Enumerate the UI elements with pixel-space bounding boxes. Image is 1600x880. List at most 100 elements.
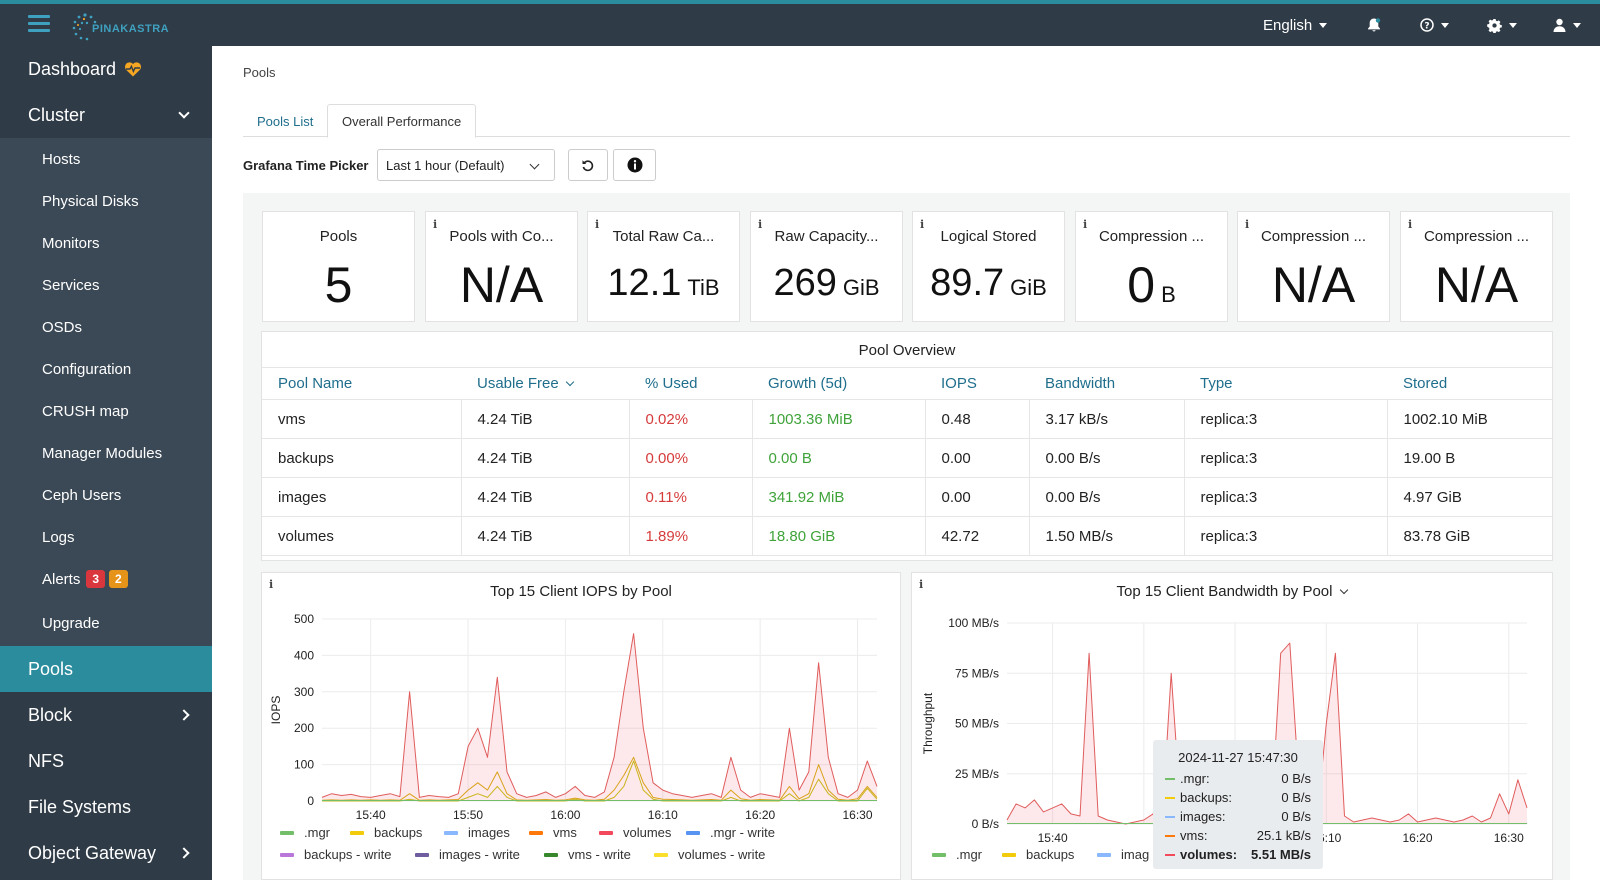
column-header[interactable]: Stored (1387, 367, 1552, 400)
sidebar-item-alerts[interactable]: Alerts 3 2 (0, 558, 212, 600)
logo-mark-icon (72, 13, 97, 41)
stat-panel: i Compression ... N/A (1237, 211, 1390, 322)
sidebar-item-block[interactable]: Block (0, 692, 212, 738)
info-icon[interactable]: i (1083, 218, 1088, 231)
legend-label: backups (374, 825, 423, 840)
sidebar-item-logs[interactable]: Logs (0, 516, 212, 558)
cell-used: 0.02% (629, 399, 753, 439)
sidebar-item-ceph-users[interactable]: Ceph Users (0, 474, 212, 516)
sidebar-item-cluster[interactable]: Cluster (0, 92, 212, 138)
column-header[interactable]: Bandwidth (1029, 367, 1184, 400)
sidebar-item-label: Object Gateway (28, 842, 157, 863)
legend-item[interactable]: vms (529, 825, 577, 840)
legend-item[interactable]: imag (1097, 847, 1149, 862)
cell-growth: 18.80 GiB (752, 516, 926, 556)
chevron-down-icon (178, 107, 190, 119)
sort-desc-icon (565, 377, 574, 387)
legend-item[interactable]: .mgr - write (686, 825, 775, 840)
sidebar-item-monitors[interactable]: Monitors (0, 222, 212, 264)
sidebar-item-pools[interactable]: Pools (0, 646, 212, 692)
sidebar-item-hosts[interactable]: Hosts (0, 138, 212, 180)
legend-swatch (415, 852, 429, 857)
reset-button[interactable] (568, 149, 608, 181)
sidebar-item-services[interactable]: Services (0, 264, 212, 306)
time-picker-select[interactable]: Last 1 hour (Default) (377, 149, 555, 181)
series-area-volumes (322, 633, 877, 801)
info-icon[interactable]: i (920, 218, 925, 231)
pool-overview-table: Pool Name Usable Free % Used Growth (5d)… (262, 367, 1552, 556)
brand-name: PINAKASTRA (92, 23, 170, 35)
column-header[interactable]: % Used (629, 367, 752, 400)
sidebar-item-object-gateway[interactable]: Object Gateway (0, 830, 212, 876)
settings-menu[interactable] (1487, 4, 1517, 46)
tooltip-row: vms: 25.1 kB/s (1165, 828, 1311, 843)
legend-item[interactable]: backups - write (280, 847, 391, 862)
legend-item[interactable]: volumes (599, 825, 671, 840)
legend-swatch (1097, 852, 1111, 857)
legend-item[interactable]: .mgr (932, 847, 982, 862)
legend-item[interactable]: images - write (415, 847, 520, 862)
info-icon[interactable]: i (919, 578, 924, 591)
info-icon[interactable]: i (758, 218, 763, 231)
iops-chart[interactable]: 0 100 200 300 400 500 15:40 15:50 16:00 16:10 16:2… (262, 573, 902, 880)
column-header-sorted[interactable]: Usable Free (461, 367, 629, 400)
series-line-vms (321, 756, 878, 801)
sidebar-item-physical-disks[interactable]: Physical Disks (0, 180, 212, 222)
series-swatch (1165, 777, 1175, 780)
cell-iops: 0.00 (925, 438, 1030, 478)
notifications-button[interactable] (1366, 4, 1382, 46)
help-menu[interactable]: ? (1420, 4, 1449, 46)
info-icon[interactable]: i (595, 218, 600, 231)
legend-item[interactable]: vms - write (544, 847, 631, 862)
sidebar-item-file-systems[interactable]: File Systems (0, 784, 212, 830)
sidebar-item-dashboard[interactable]: Dashboard (0, 46, 212, 92)
stat-value: 269 GiB (773, 262, 880, 304)
sidebar-item-label: Block (28, 704, 73, 725)
legend-item[interactable]: backups (1002, 847, 1074, 862)
column-header[interactable]: Type (1184, 367, 1387, 400)
legend-item[interactable]: .mgr (280, 825, 330, 840)
tab-pools-list[interactable]: Pools List (257, 113, 314, 129)
tab-overall-performance[interactable]: Overall Performance (327, 104, 477, 138)
legend-swatch (544, 852, 558, 857)
sidebar-item-label: Services (42, 276, 100, 294)
panel-title[interactable]: Top 15 Client Bandwidth by Pool (912, 583, 1552, 600)
info-icon[interactable]: i (269, 578, 274, 591)
legend-label: vms - write (568, 847, 631, 862)
stat-panel: i Logical Stored 89.7 GiB (912, 211, 1065, 322)
column-header[interactable]: Pool Name (262, 367, 461, 400)
legend-swatch (654, 852, 668, 857)
stat-title: Pools with Co... (449, 228, 554, 245)
legend-item[interactable]: volumes - write (654, 847, 765, 862)
sidebar-item-nfs[interactable]: NFS (0, 738, 212, 784)
legend-item[interactable]: images (444, 825, 510, 840)
sidebar-item-configuration[interactable]: Configuration (0, 348, 212, 390)
legend-item[interactable]: backups (350, 825, 422, 840)
sidebar-item-upgrade[interactable]: Upgrade (0, 600, 212, 646)
cluster-submenu (0, 138, 212, 646)
info-icon[interactable]: i (1408, 218, 1413, 231)
sidebar-item-crush-map[interactable]: CRUSH map (0, 390, 212, 432)
series-swatch (1165, 834, 1175, 837)
stat-title: Compression ... (1098, 228, 1205, 245)
info-icon[interactable]: i (433, 218, 438, 231)
sidebar-item-osds[interactable]: OSDs (0, 306, 212, 348)
tooltip-row: backups: 0 B/s (1165, 790, 1311, 805)
column-header[interactable]: IOPS (925, 367, 1029, 400)
info-button[interactable] (613, 149, 656, 181)
sidebar-item-manager-modules[interactable]: Manager Modules (0, 432, 212, 474)
language-selector[interactable]: English (1263, 4, 1328, 46)
menu-toggle-icon[interactable] (28, 15, 50, 33)
info-icon[interactable]: i (1245, 218, 1250, 231)
chevron-down-icon (1441, 22, 1449, 28)
column-header[interactable]: Growth (5d) (752, 367, 925, 400)
stat-panel: Pools 5 (262, 211, 415, 322)
legend-label: volumes - write (678, 847, 766, 862)
cell-type: replica:3 (1184, 477, 1388, 517)
sidebar-item-label: Alerts (42, 570, 81, 588)
cell-bandwidth: 1.50 MB/s (1029, 516, 1185, 556)
cell-type: replica:3 (1184, 438, 1388, 478)
legend-label: backups - write (304, 847, 392, 862)
user-menu[interactable] (1553, 4, 1581, 46)
brand-logo[interactable]: PINAKASTRA (70, 12, 169, 42)
